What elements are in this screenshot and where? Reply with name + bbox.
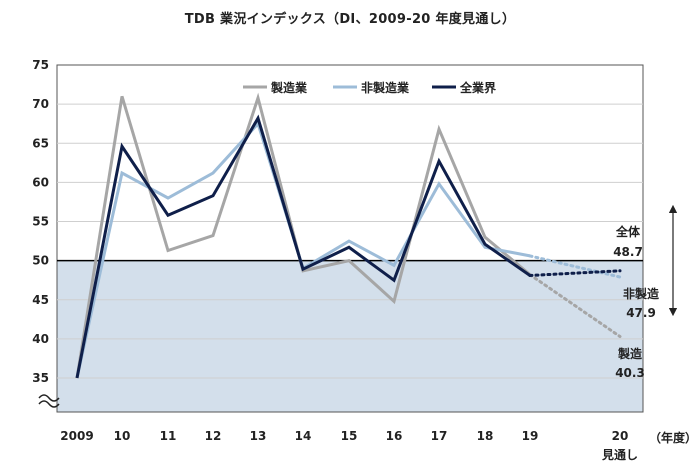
forecast-line-2	[528, 269, 622, 277]
annotation-label-2: 製造	[617, 346, 643, 361]
y-tick-label: 40	[32, 332, 49, 346]
x-tick-label: 19	[522, 429, 539, 443]
annotation-value-0: 48.7	[613, 245, 643, 259]
x-tick-label: 15	[341, 429, 358, 443]
axis-break-mark	[38, 394, 60, 402]
forecast-line-1	[528, 254, 622, 279]
x-tick-label: 16	[386, 429, 403, 443]
y-tick-label: 50	[32, 254, 49, 268]
annotation-label-1: 非製造	[623, 286, 660, 301]
x-tick-label: 2009	[60, 429, 93, 443]
plot-border	[56, 64, 644, 413]
x-tick-label: 17	[431, 429, 448, 443]
y-tick-label: 60	[32, 175, 49, 189]
x-tick-label: 20	[612, 429, 629, 443]
x-tick-label: 18	[477, 429, 494, 443]
legend-label-1: 非製造業	[361, 80, 410, 95]
y-tick-label: 70	[32, 97, 49, 111]
y-tick-label: 45	[32, 293, 49, 307]
legend-label-2: 全業界	[459, 80, 496, 95]
x-tick-label: 12	[205, 429, 222, 443]
series-line-2	[75, 114, 531, 379]
x-tick-label: 11	[160, 429, 177, 443]
y-tick-label: 35	[32, 371, 49, 385]
chart-title: TDB 業況インデックス（DI、2009-20 年度見通し）	[184, 12, 516, 27]
axis-break-mark	[38, 400, 60, 408]
annotation-label-0: 全体	[615, 224, 641, 239]
legend-label-0: 製造業	[270, 80, 308, 95]
x-tick-label: 10	[114, 429, 131, 443]
x-tick-label: 13	[250, 429, 267, 443]
annotation-value-1: 47.9	[626, 306, 656, 320]
forecast-line-0	[528, 273, 622, 339]
y-tick-label: 55	[32, 215, 49, 229]
annotation-value-2: 40.3	[615, 366, 645, 380]
shaded-region-below-50	[57, 260, 643, 412]
y-tick-label: 65	[32, 136, 49, 150]
x-tick-forecast-label: 見通し	[601, 447, 638, 462]
x-axis-unit-label: （年度）	[649, 431, 698, 445]
y-tick-label: 75	[32, 58, 49, 72]
x-tick-label: 14	[295, 429, 312, 443]
